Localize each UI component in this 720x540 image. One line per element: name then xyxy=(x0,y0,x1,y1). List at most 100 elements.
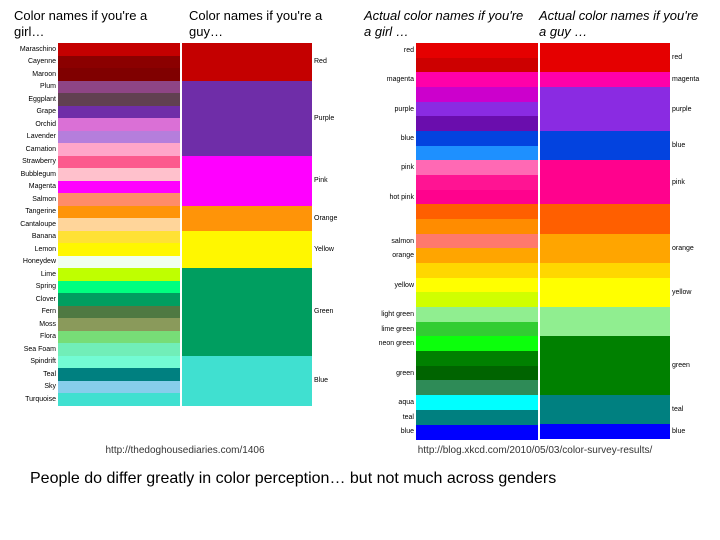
color-label: Honeydew xyxy=(10,258,58,265)
color-swatch xyxy=(540,395,670,425)
color-swatch xyxy=(58,268,180,281)
color-label: Maroon xyxy=(10,71,58,78)
color-swatch xyxy=(58,218,180,231)
color-row: Red xyxy=(182,43,352,81)
color-label: aqua xyxy=(368,399,416,406)
color-label: Cayenne xyxy=(10,58,58,65)
color-label: orange xyxy=(368,252,416,259)
color-row: Yellow xyxy=(182,231,352,269)
color-swatch xyxy=(416,204,538,219)
color-label: red xyxy=(368,47,416,54)
color-row: Tangerine xyxy=(10,206,180,219)
color-label: purple xyxy=(670,106,710,113)
color-label: Clover xyxy=(10,296,58,303)
color-label: Sea Foam xyxy=(10,346,58,353)
color-label: Spindrift xyxy=(10,358,58,365)
color-row: Orange xyxy=(182,206,352,231)
color-row: Orchid xyxy=(10,118,180,131)
color-label: Green xyxy=(312,308,352,315)
color-swatch xyxy=(416,160,538,175)
color-swatch xyxy=(58,381,180,394)
color-row: pink xyxy=(368,161,538,176)
color-swatch xyxy=(182,268,312,356)
color-label: Magenta xyxy=(10,183,58,190)
color-row xyxy=(368,219,538,234)
color-row: blue xyxy=(540,425,710,440)
color-swatch xyxy=(416,43,538,58)
title-girl-joke: Color names if you're a girl… xyxy=(10,8,185,39)
color-row: Teal xyxy=(10,368,180,381)
color-swatch xyxy=(540,87,670,132)
color-row xyxy=(368,351,538,366)
color-label: orange xyxy=(670,245,710,252)
color-swatch xyxy=(58,356,180,369)
color-label: blue xyxy=(670,428,710,435)
color-row: Turquoise xyxy=(10,393,180,406)
color-row: green xyxy=(368,366,538,381)
color-swatch xyxy=(58,331,180,344)
right-guy-column: redmagentapurplebluepinkorangeyellowgree… xyxy=(540,43,710,439)
color-swatch xyxy=(540,160,670,205)
color-swatch xyxy=(416,366,538,381)
color-label: Salmon xyxy=(10,196,58,203)
color-label: yellow xyxy=(670,289,710,296)
color-swatch xyxy=(58,206,180,219)
color-swatch xyxy=(58,256,180,269)
color-label: Turquoise xyxy=(10,396,58,403)
right-girl-column: redmagentapurplebluepinkhot pinksalmonor… xyxy=(368,43,538,439)
color-swatch xyxy=(540,131,670,161)
color-swatch xyxy=(58,318,180,331)
color-row: Sky xyxy=(10,381,180,394)
color-row: Grape xyxy=(10,106,180,119)
color-swatch xyxy=(540,424,670,439)
color-row: magenta xyxy=(368,73,538,88)
chart-left: MaraschinoCayenneMaroonPlumEggplantGrape… xyxy=(10,43,352,439)
color-swatch xyxy=(58,81,180,94)
color-label: blue xyxy=(368,428,416,435)
color-row: Flora xyxy=(10,331,180,344)
chart-spacer xyxy=(352,43,368,439)
color-label: green xyxy=(670,362,710,369)
color-row: Maroon xyxy=(10,68,180,81)
color-row xyxy=(368,263,538,278)
left-guy-column: RedPurplePinkOrangeYellowGreenBlue xyxy=(182,43,352,439)
color-swatch xyxy=(540,263,670,278)
color-swatch xyxy=(416,322,538,337)
color-swatch xyxy=(540,72,670,87)
color-swatch xyxy=(416,410,538,425)
color-swatch xyxy=(182,156,312,206)
color-row: yellow xyxy=(368,278,538,293)
color-swatch xyxy=(540,234,670,264)
caption: People do differ greatly in color percep… xyxy=(0,456,720,488)
color-label: teal xyxy=(670,406,710,413)
color-row: Banana xyxy=(10,231,180,244)
left-girl-column: MaraschinoCayenneMaroonPlumEggplantGrape… xyxy=(10,43,180,439)
color-label: Blue xyxy=(312,377,352,384)
color-row: Fern xyxy=(10,306,180,319)
color-row: lime green xyxy=(368,322,538,337)
color-swatch xyxy=(58,143,180,156)
color-row: Clover xyxy=(10,293,180,306)
color-label: teal xyxy=(368,414,416,421)
color-label: Orchid xyxy=(10,121,58,128)
title-girl-actual: Actual color names if you're a girl … xyxy=(360,8,535,39)
color-label: Carnation xyxy=(10,146,58,153)
color-swatch xyxy=(416,116,538,131)
color-label: blue xyxy=(368,135,416,142)
color-label: salmon xyxy=(368,238,416,245)
color-swatch xyxy=(58,56,180,69)
color-swatch xyxy=(182,206,312,231)
color-swatch xyxy=(416,278,538,293)
color-row: neon green xyxy=(368,337,538,352)
title-guy-actual: Actual color names if you're a guy … xyxy=(535,8,710,39)
chart-right: redmagentapurplebluepinkhot pinksalmonor… xyxy=(368,43,710,439)
color-label: Plum xyxy=(10,83,58,90)
color-swatch xyxy=(58,118,180,131)
color-swatch xyxy=(58,306,180,319)
color-swatch xyxy=(540,278,670,308)
color-label: Banana xyxy=(10,233,58,240)
color-row: Plum xyxy=(10,81,180,94)
color-label: pink xyxy=(670,179,710,186)
title-guy-joke: Color names if you're a guy… xyxy=(185,8,360,39)
color-label: green xyxy=(368,370,416,377)
